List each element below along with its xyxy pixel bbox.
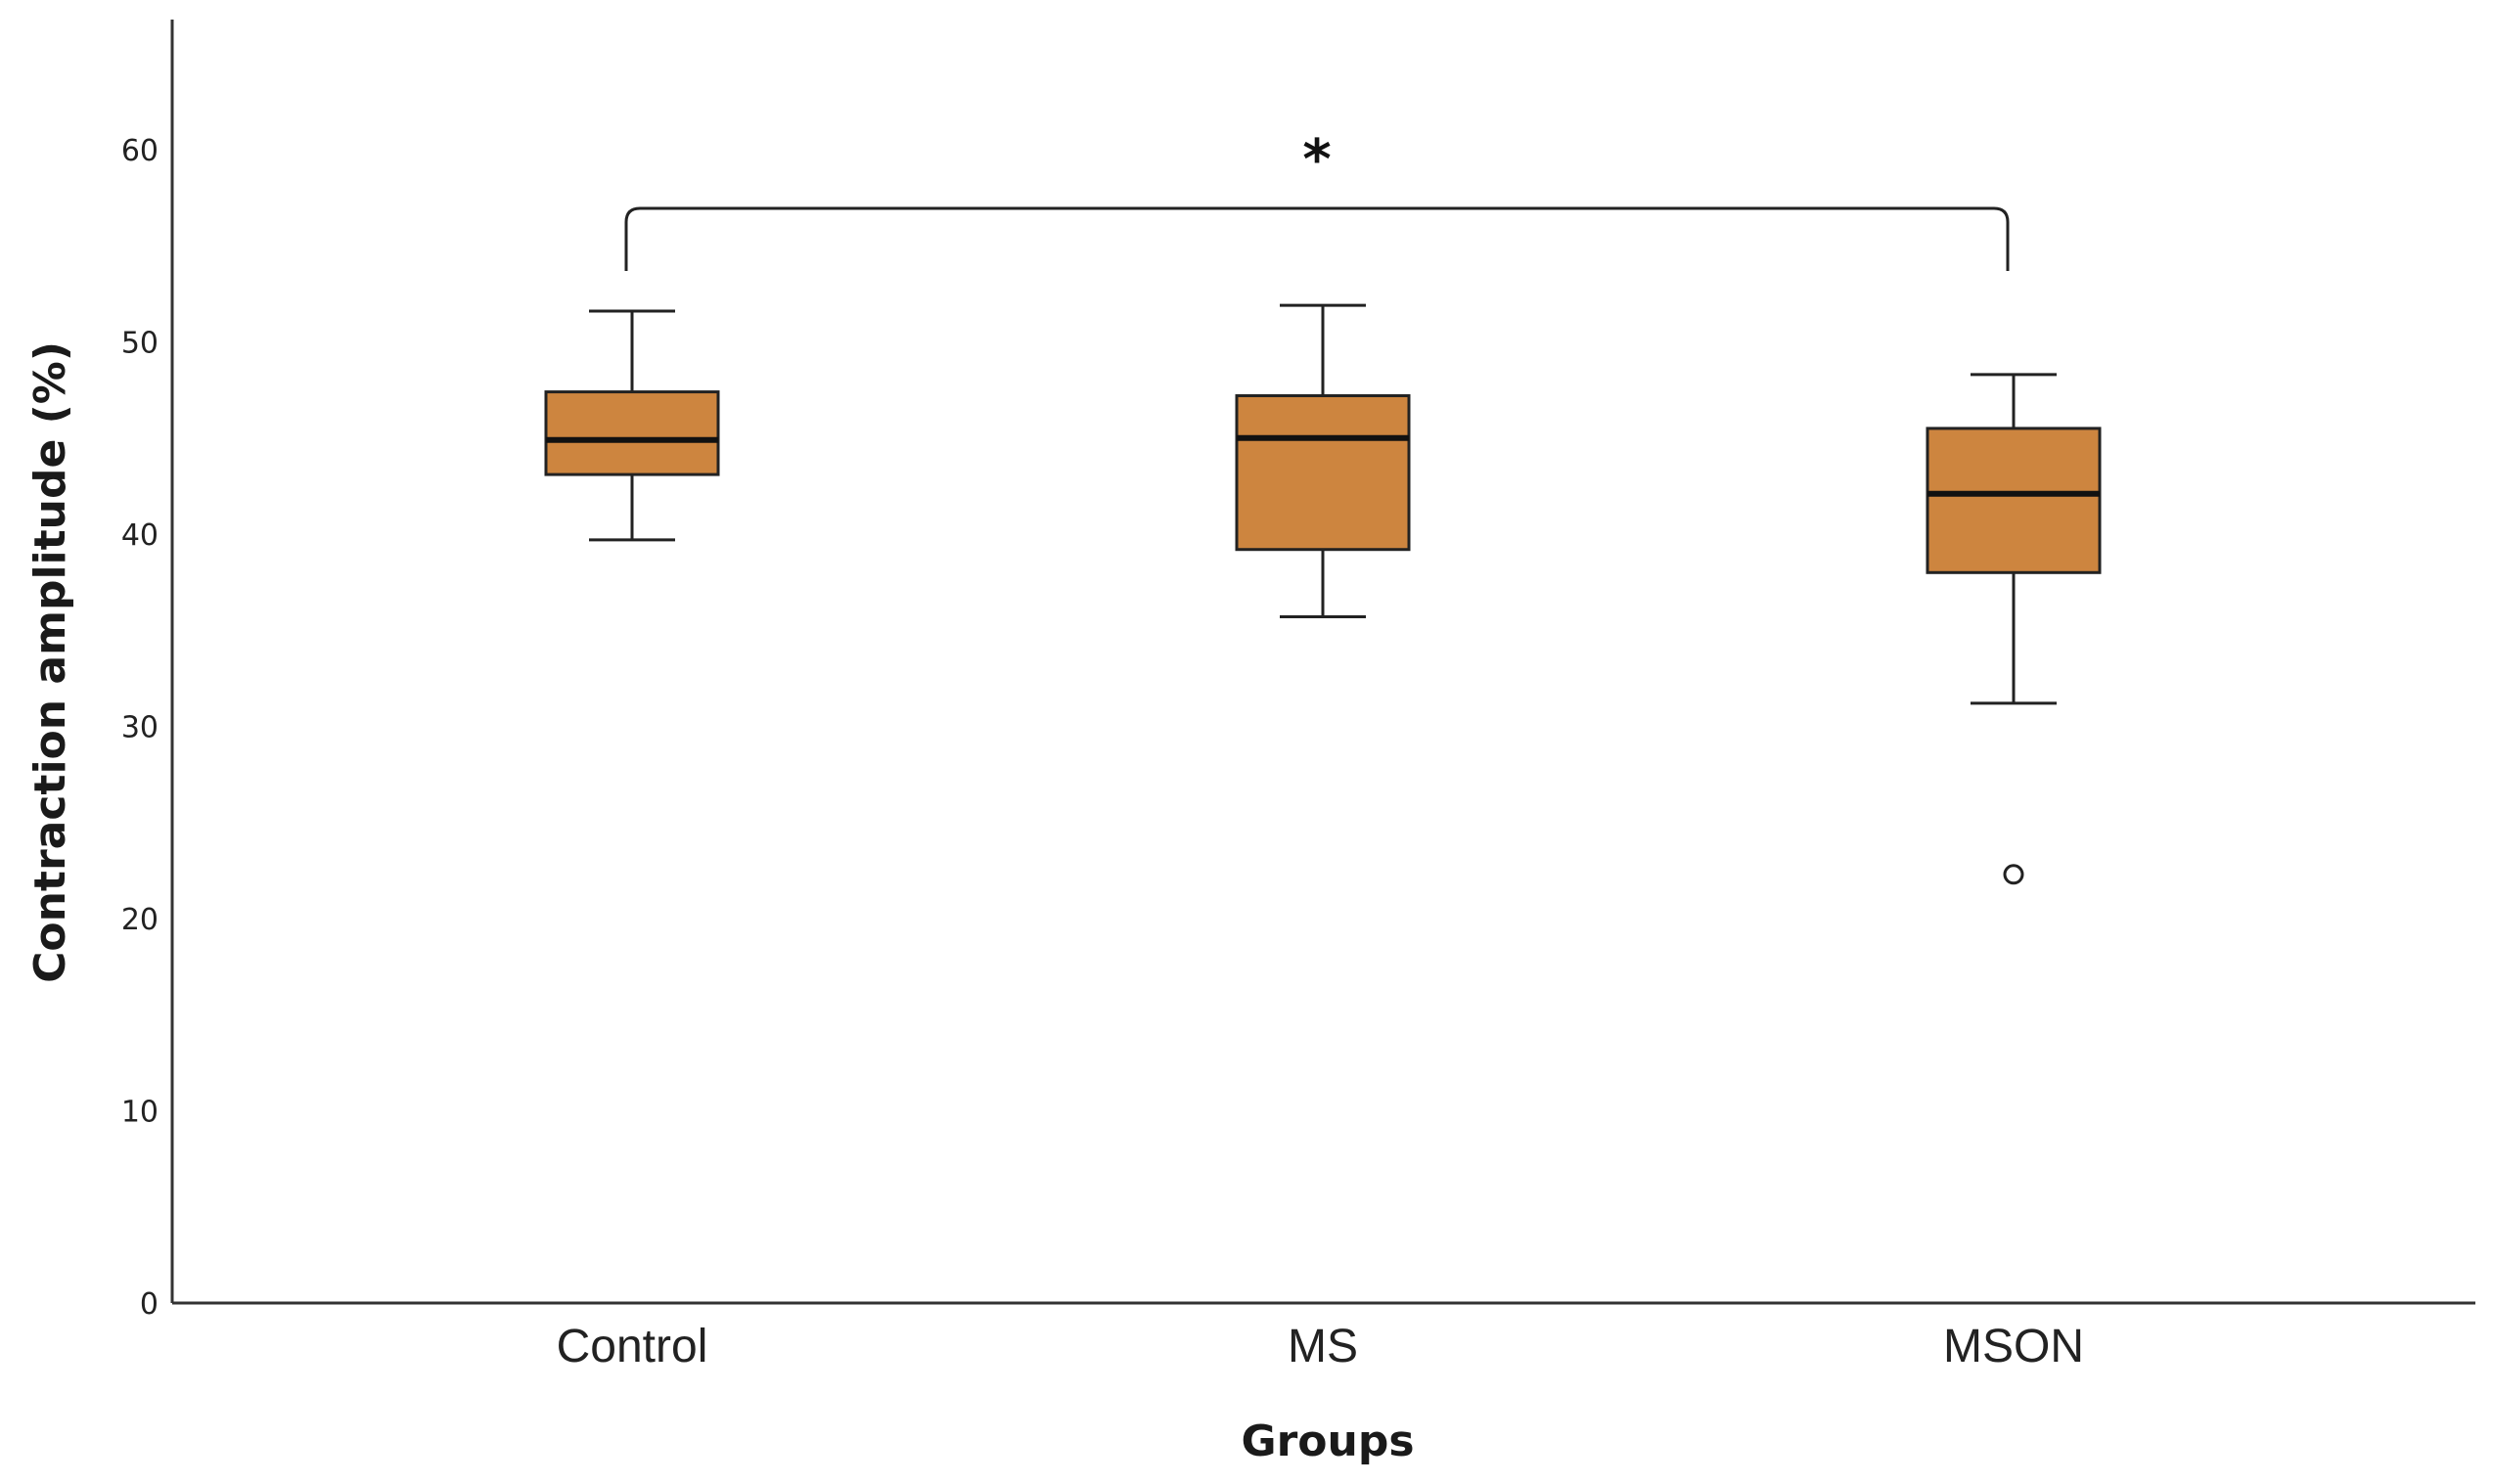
box-ms xyxy=(1235,394,1411,552)
y-tick-label: 30 xyxy=(121,711,159,745)
y-tick-label: 40 xyxy=(121,518,159,553)
plot-area: 0 10 20 30 40 50 60 Control MS MSON * xyxy=(121,20,2475,1372)
y-axis-title: Contraction amplitude (%) xyxy=(25,341,75,983)
y-tick-label: 60 xyxy=(121,134,159,168)
y-tick-label: 0 xyxy=(140,1287,159,1322)
box-control xyxy=(544,390,720,476)
x-tick-label: Control xyxy=(557,1321,708,1372)
box-mson xyxy=(1926,427,2102,574)
x-axis-title: Groups xyxy=(1241,1417,1414,1466)
significance-label: * xyxy=(1302,128,1331,192)
y-tick-label: 10 xyxy=(121,1096,159,1130)
outlier-point xyxy=(2003,864,2024,885)
significance-bracket xyxy=(624,206,2010,271)
x-tick-label: MSON xyxy=(1943,1321,2084,1372)
x-tick-label: MS xyxy=(1288,1321,1358,1372)
y-tick-label: 50 xyxy=(121,327,159,361)
y-tick-label: 20 xyxy=(121,903,159,937)
